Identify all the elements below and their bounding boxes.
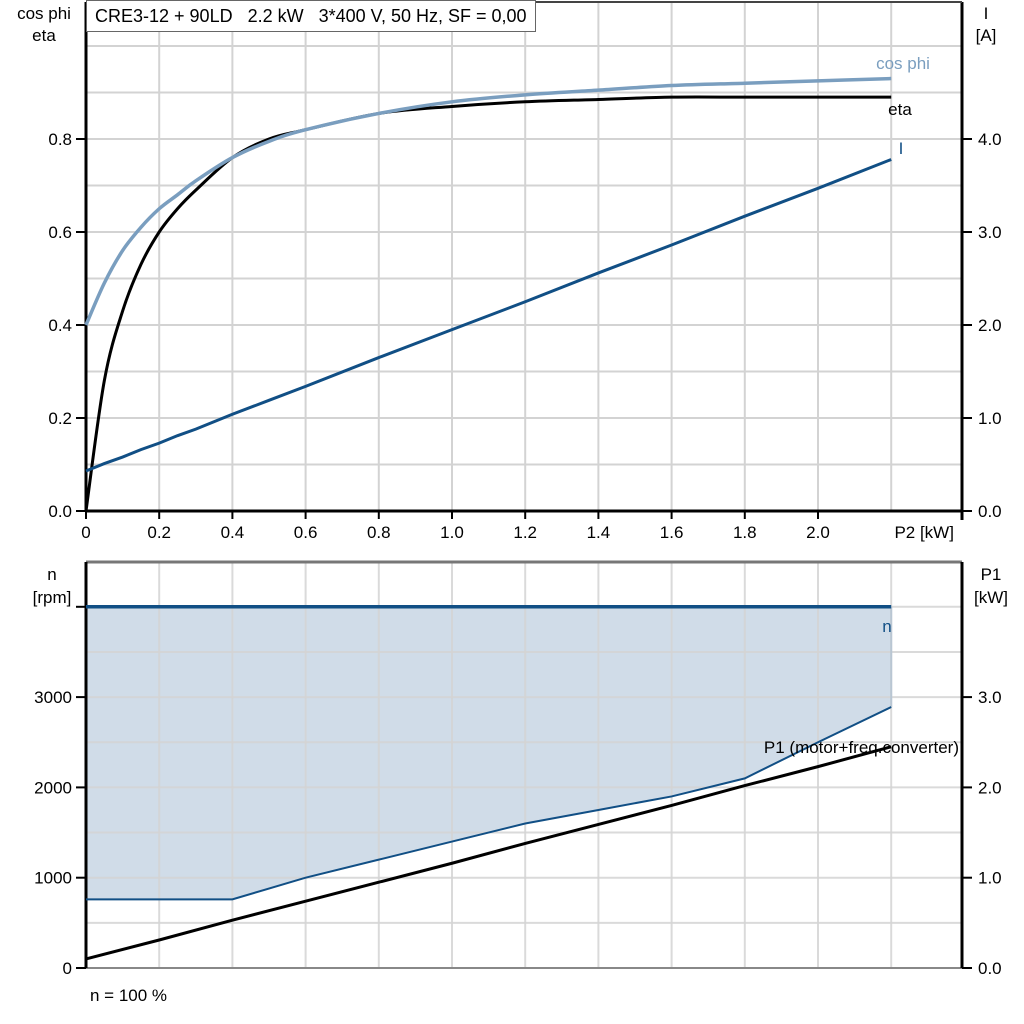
left-tick-label: 2000 — [34, 778, 72, 797]
p1-limit-curve — [86, 706, 892, 901]
right-tick-label: 1.0 — [978, 409, 1002, 428]
eta-curve — [84, 95, 892, 512]
x-tick-label: 0 — [81, 523, 90, 542]
x-tick-label: 2.0 — [806, 523, 830, 542]
right-tick-label: 1.0 — [978, 869, 1002, 888]
right-tick-label: 3.0 — [978, 223, 1002, 242]
right-tick-label: 0.0 — [978, 959, 1002, 978]
x-tick-label: 0.4 — [221, 523, 245, 542]
left-tick-label: 0 — [63, 959, 72, 978]
chart-title: CRE3-12 + 90LD 2.2 kW 3*400 V, 50 Hz, SF… — [86, 0, 536, 32]
right-axis-title: I — [984, 4, 989, 23]
current-label: I — [899, 139, 904, 158]
left-axis-title: cos phi — [17, 4, 71, 23]
cos-phi-curve — [84, 76, 892, 326]
operating-range-area — [86, 606, 892, 900]
left-axis-title: eta — [32, 26, 56, 45]
x-tick-label: 1.4 — [587, 523, 611, 542]
speed-percent-footnote: n = 100 % — [90, 986, 167, 1005]
right-tick-label: 3.0 — [978, 688, 1002, 707]
cos-phi-label: cos phi — [876, 54, 930, 73]
left-axis-title: n — [47, 565, 56, 584]
x-axis-title: P2 [kW] — [894, 523, 954, 542]
left-tick-label: 0.2 — [48, 409, 72, 428]
x-tick-label: 1.2 — [513, 523, 537, 542]
x-tick-label: 1.8 — [733, 523, 757, 542]
right-tick-label: 4.0 — [978, 130, 1002, 149]
right-tick-label: 2.0 — [978, 778, 1002, 797]
left-tick-label: 1000 — [34, 869, 72, 888]
x-tick-label: 1.0 — [440, 523, 464, 542]
p1-curve — [85, 745, 892, 961]
left-tick-label: 0.8 — [48, 130, 72, 149]
x-tick-label: 0.8 — [367, 523, 391, 542]
right-axis-title: P1 — [981, 565, 1002, 584]
right-tick-label: 2.0 — [978, 316, 1002, 335]
left-tick-label: 0.0 — [48, 502, 72, 521]
x-tick-label: 0.6 — [294, 523, 318, 542]
x-tick-label: 0.2 — [147, 523, 171, 542]
current-curve — [85, 158, 892, 473]
x-tick-label: 1.6 — [660, 523, 684, 542]
left-tick-label: 3000 — [34, 688, 72, 707]
right-axis-title: [A] — [976, 26, 997, 45]
right-axis-title: [kW] — [974, 588, 1008, 607]
left-tick-label: 0.4 — [48, 316, 72, 335]
left-axis-title: [rpm] — [33, 588, 72, 607]
speed-label: n — [882, 617, 891, 636]
eta-label: eta — [888, 100, 912, 119]
left-tick-label: 0.6 — [48, 223, 72, 242]
right-tick-label: 0.0 — [978, 502, 1002, 521]
p1-label: P1 (motor+freq.converter) — [764, 738, 959, 757]
